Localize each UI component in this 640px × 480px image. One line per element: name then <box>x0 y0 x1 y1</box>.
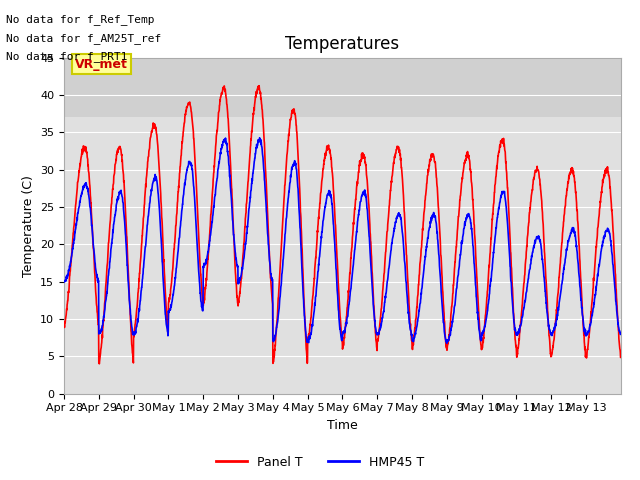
Bar <box>64 58 621 117</box>
Panel T <box>60 322 68 327</box>
Panel T <box>95 361 103 367</box>
HMP45 T <box>116 190 124 196</box>
Legend: Panel T, HMP45 T: Panel T, HMP45 T <box>211 451 429 474</box>
Panel T <box>542 276 550 281</box>
HMP45 T <box>256 135 264 141</box>
Panel T <box>255 83 263 89</box>
HMP45 T <box>236 275 244 281</box>
Panel T <box>236 290 244 296</box>
Y-axis label: Temperature (C): Temperature (C) <box>22 175 35 276</box>
Panel T <box>511 324 518 330</box>
Panel T <box>116 144 124 149</box>
HMP45 T <box>443 340 451 346</box>
Title: Temperatures: Temperatures <box>285 35 399 53</box>
Line: HMP45 T: HMP45 T <box>64 138 621 343</box>
HMP45 T <box>376 327 384 333</box>
X-axis label: Time: Time <box>327 419 358 432</box>
Text: No data for f_PRT1: No data for f_PRT1 <box>6 51 128 62</box>
Text: No data for f_AM25T_ref: No data for f_AM25T_ref <box>6 33 162 44</box>
Text: VR_met: VR_met <box>75 58 128 71</box>
HMP45 T <box>60 277 68 283</box>
Panel T <box>609 230 617 236</box>
HMP45 T <box>609 265 617 271</box>
HMP45 T <box>542 294 550 300</box>
HMP45 T <box>617 331 625 336</box>
Line: Panel T: Panel T <box>64 86 621 364</box>
Panel T <box>376 317 384 323</box>
Panel T <box>617 354 625 360</box>
Text: No data for f_Ref_Temp: No data for f_Ref_Temp <box>6 14 155 25</box>
HMP45 T <box>511 323 518 328</box>
